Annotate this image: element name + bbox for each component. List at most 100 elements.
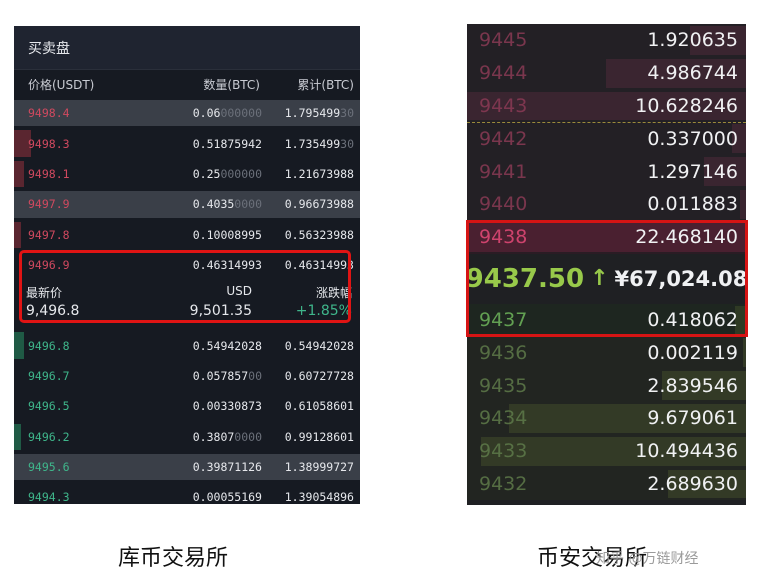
depth-bar [14,100,360,127]
depth-bar [14,332,24,359]
order-book-column-headers: 价格(USDT) 数量(BTC) 累计(BTC) [14,70,360,98]
order-quantity: 0.06000000 [166,106,262,120]
depth-bar [704,157,746,186]
order-price: 9438 [479,226,528,249]
order-total: 1.21673988 [262,167,354,181]
depth-bar [668,469,746,499]
order-row[interactable]: 9435 2.839546 [467,369,746,402]
order-quantity: 10.494436 [635,440,738,463]
order-total: 1.73549930 [262,137,354,151]
usd-value: 9,501.35 [189,303,252,320]
change-value: +1.85% [295,303,352,320]
kucoin-ticker: 最新价 USD 涨跌幅 9,496.8 9,501.35 +1.85% [14,280,360,330]
order-quantity: 0.011883 [647,193,738,216]
last-price-label: 最新价 [26,286,63,301]
depth-bar [14,453,360,481]
depth-bar [14,423,21,450]
order-row[interactable]: 9498.4 0.06000000 1.79549930 [14,98,360,128]
binance-highlight-box [466,220,748,337]
kucoin-bid-list: 9496.8 0.54942028 0.54942028 9496.7 0.057857… [14,330,360,504]
order-price: 9497.9 [28,197,70,212]
quantity-digits: 0.39871126 [192,460,262,475]
caption-kucoin: 库币交易所 [118,546,229,571]
total-digits: 1.39054896 [284,490,354,504]
order-row[interactable]: 9497.9 0.40350000 0.96673988 [14,189,360,219]
order-row[interactable]: 9436 0.002119 [467,336,746,370]
order-total: 0.56323988 [262,228,354,242]
depth-bar [14,191,360,218]
order-total: 0.61058601 [262,399,354,413]
order-row[interactable]: 9440 0.011883 [467,187,746,221]
order-price: 9445 [479,29,528,52]
order-row[interactable]: 9496.9 0.46314993 0.46314993 [14,250,360,280]
order-row[interactable]: 9445 1.920635 [467,24,746,57]
order-row[interactable]: 9437 0.418062 [467,303,746,337]
order-price: 9441 [479,160,528,183]
depth-bar [467,222,746,252]
order-quantity: 0.51875942 [166,137,262,151]
binance-bid-list: 9437 0.418062 9436 0.002119 9435 2.839546 9434… [467,303,746,501]
order-row[interactable]: 9494.3 0.00055169 1.39054896 [14,482,360,504]
order-total: 0.96673988 [262,197,354,211]
order-total: 0.46314993 [262,258,354,272]
order-price: 9435 [479,374,528,397]
depth-bar [740,189,746,219]
total-digits: 1.795499 [284,106,341,121]
order-row[interactable]: 9496.2 0.38070000 0.99128601 [14,422,360,452]
order-quantity: 1.297146 [647,160,738,183]
order-row[interactable]: 9432 2.689630 [467,467,746,501]
total-digits: 0.60727728 [284,368,354,383]
order-price: 9437 [479,308,528,331]
depth-bar [662,371,746,400]
order-row[interactable]: 9498.3 0.51875942 1.73549930 [14,128,360,158]
depth-bar [690,26,746,55]
usd-label: USD [226,284,252,299]
depth-bar [481,436,746,466]
quantity-digits: 0.4035 [192,197,235,212]
total-digits: 0.56323988 [284,227,354,242]
depth-bar [606,58,746,88]
order-price: 9433 [479,440,528,463]
depth-bar [14,160,24,188]
order-quantity: 0.10008995 [166,228,262,242]
order-price: 9498.4 [28,106,70,121]
depth-bar [14,130,31,157]
quantity-digits: 0.46314993 [192,258,262,273]
order-row[interactable]: 9441 1.297146 [467,155,746,188]
total-digits: 1.38999727 [284,460,354,475]
binance-last-price: 9437.50 [467,263,585,294]
quantity-digits: 0.06 [192,106,221,121]
depth-bar [732,124,746,154]
binance-order-book: 9445 1.920635 9444 4.986744 9443 10.628246 944… [467,24,746,505]
total-trailing-digits: 30 [340,136,354,151]
total-digits: 1.21673988 [284,166,354,181]
order-total: 0.60727728 [262,369,354,383]
order-quantity: 0.25000000 [166,167,262,181]
order-quantity: 9.679061 [647,407,738,430]
order-row[interactable]: 9496.7 0.05785700 0.60727728 [14,361,360,391]
order-quantity: 0.40350000 [166,197,262,211]
order-quantity: 2.689630 [647,472,738,495]
order-row[interactable]: 9498.1 0.25000000 1.21673988 [14,159,360,189]
order-row[interactable]: 9496.5 0.00330873 0.61058601 [14,391,360,421]
order-book-title: 买卖盘 [14,26,360,70]
order-quantity: 0.38070000 [166,430,262,444]
order-row[interactable]: 9443 10.628246 [467,89,746,123]
order-quantity: 10.628246 [635,94,738,117]
order-row[interactable]: 9495.6 0.39871126 1.38999727 [14,452,360,482]
order-row[interactable]: 9444 4.986744 [467,56,746,90]
quantity-trailing-zeros: 000000 [220,166,262,181]
order-row[interactable]: 9496.8 0.54942028 0.54942028 [14,330,360,360]
order-row[interactable]: 9434 9.679061 [467,401,746,435]
order-row[interactable]: 9442 0.337000 [467,122,746,156]
total-digits: 0.96673988 [284,197,354,212]
order-price: 9496.7 [28,368,70,383]
order-row[interactable]: 9438 22.468140 [467,220,746,254]
depth-bar [14,221,21,248]
order-price: 9494.3 [28,490,70,504]
order-quantity: 1.920635 [647,29,738,52]
order-quantity: 0.54942028 [166,339,262,353]
order-row[interactable]: 9433 10.494436 [467,434,746,468]
column-header-price: 价格(USDT) [28,77,95,92]
order-row[interactable]: 9497.8 0.10008995 0.56323988 [14,220,360,250]
